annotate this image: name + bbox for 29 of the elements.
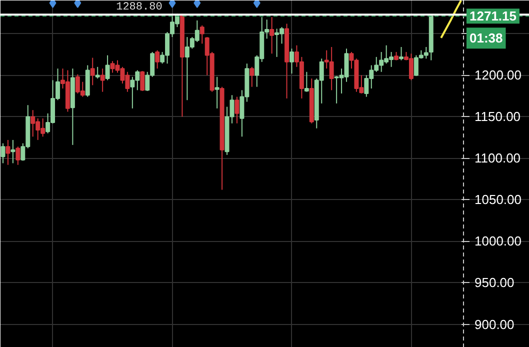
y-tick-label: 900.00 (474, 316, 514, 332)
candlestick (100, 68, 105, 92)
candlestick (250, 66, 254, 88)
candlestick (290, 48, 294, 74)
ref-line-label: 1271.15 (470, 8, 516, 24)
candlestick (155, 50, 160, 70)
candlestick (270, 16, 274, 54)
candlestick (0, 142, 6, 164)
y-tick-label: 1100.00 (474, 150, 521, 166)
y-tick-label: 950.00 (474, 275, 514, 290)
candlestick (6, 139, 10, 166)
candlestick (200, 24, 204, 44)
candlestick (90, 57, 95, 86)
candlestick (214, 76, 220, 109)
candlestick (234, 96, 240, 124)
line-series (440, 0, 462, 39)
y-tick-label: 1200.00 (474, 68, 522, 83)
y-tick-label: 1000.00 (474, 234, 522, 249)
candlestick (399, 46, 404, 61)
annotation: 1288.80 (116, 2, 162, 14)
y-tick-label: 1150.00 (474, 109, 521, 124)
candlestick (105, 54, 110, 81)
candlestick (16, 146, 20, 166)
candlestick (95, 66, 100, 80)
candlestick (140, 70, 145, 92)
text: 01:38 (470, 30, 503, 46)
candlestick (10, 139, 16, 164)
y-tick-label: 1050.00 (474, 192, 522, 208)
candlestick (304, 71, 309, 92)
